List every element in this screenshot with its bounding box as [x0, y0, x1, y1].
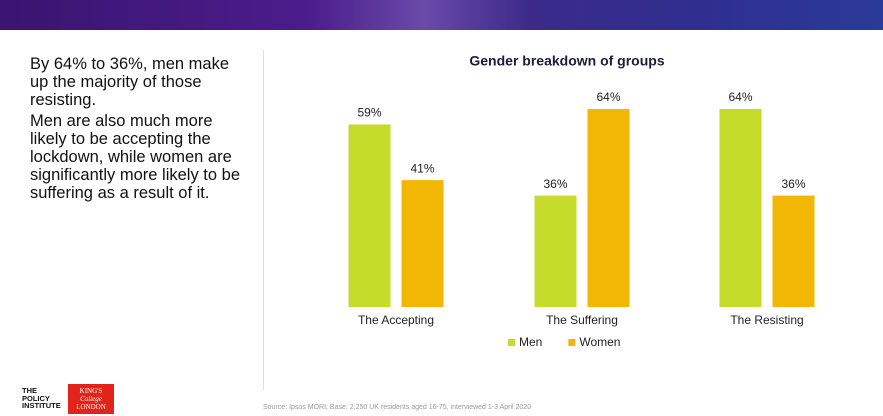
x-tick-label: The Resisting [730, 313, 803, 327]
logo-text: INSTITUTE [22, 401, 61, 410]
data-label: 64% [596, 90, 620, 104]
legend-swatch [508, 339, 515, 346]
paragraph: Men are also much more likely to be acce… [30, 112, 241, 202]
bar [587, 108, 630, 307]
legend-swatch [568, 339, 576, 346]
divider [263, 50, 264, 390]
data-label: 36% [543, 177, 567, 191]
paragraph: By 64% to 36%, men make up the majority … [30, 55, 230, 109]
logo-college: KING'S College LONDON [68, 384, 114, 414]
x-tick-label: The Accepting [358, 313, 434, 327]
logo-text: POLICY [22, 393, 50, 403]
logo-institute: THE POLICY INSTITUTE [22, 387, 61, 410]
legend-label: Women [579, 335, 620, 349]
x-tick-label: The Suffering [546, 313, 618, 327]
bar [534, 195, 577, 307]
source: Source: Ipsos MORI; Base: 2,250 UK resid… [263, 404, 532, 411]
bar [719, 108, 762, 307]
logo-text: THE [22, 386, 37, 395]
data-label: 41% [410, 161, 434, 175]
logo-text: LONDON [76, 403, 106, 411]
chart-title: Gender breakdown of groups [469, 53, 664, 69]
legend-label: Men [519, 335, 542, 349]
data-label: 59% [357, 106, 381, 120]
logo-text: KING'S [79, 387, 103, 395]
data-label: 36% [781, 177, 805, 191]
bar [772, 195, 815, 307]
banner [0, 0, 883, 30]
bar [348, 124, 391, 308]
logo-text: College [80, 395, 102, 403]
data-label: 64% [728, 90, 752, 104]
bar [401, 180, 444, 307]
